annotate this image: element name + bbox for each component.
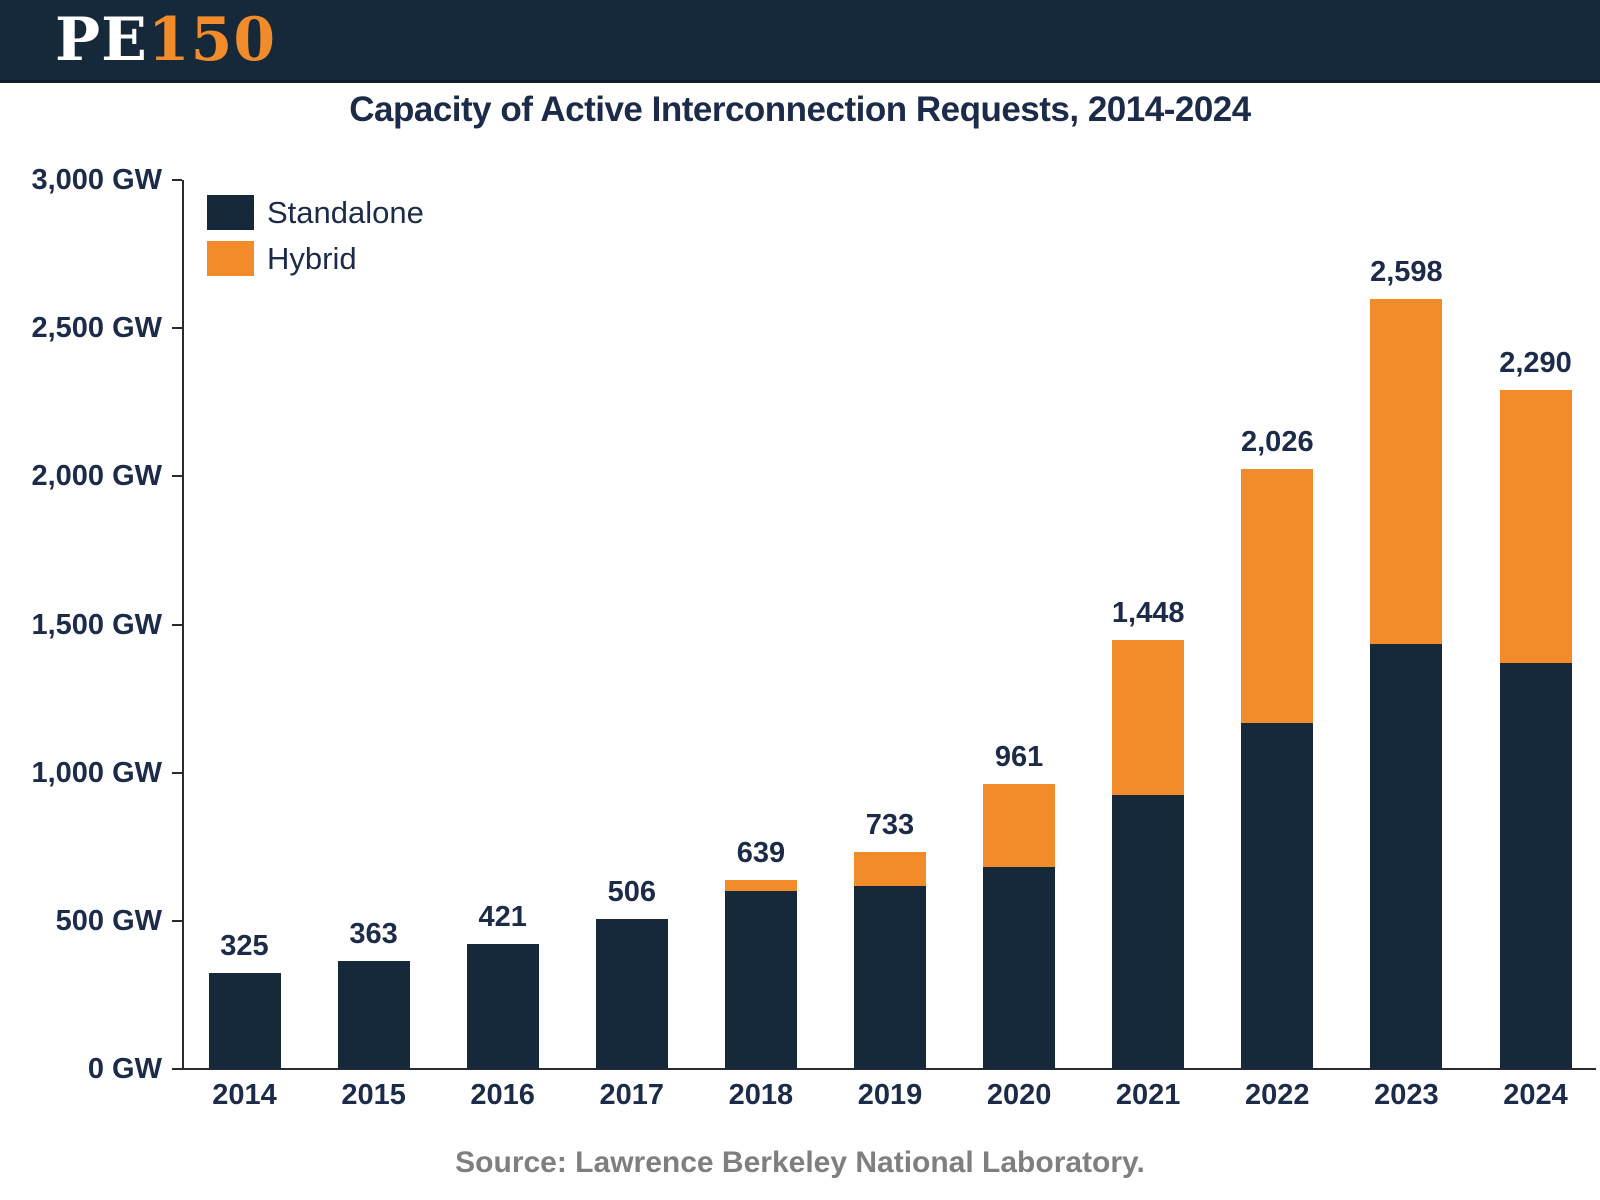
logo-pe-text: PE: [55, 5, 148, 75]
header-bar: PE150: [0, 0, 1600, 83]
x-tick-label-2016: 2016: [470, 1079, 535, 1111]
bar-segment-standalone-2019: [854, 886, 926, 1069]
x-tick-label-2014: 2014: [212, 1079, 277, 1111]
logo-150-text: 150: [147, 5, 277, 75]
bar-segment-standalone-2014: [208, 972, 281, 1069]
x-tick-label-2024: 2024: [1503, 1079, 1568, 1111]
legend-label-hybrid: Hybrid: [267, 241, 357, 276]
value-label-2014: 325: [220, 929, 269, 962]
bar-segment-standalone-2017: [595, 919, 668, 1069]
standalone-color-swatch: [207, 195, 254, 230]
value-label-2023: 2,598: [1370, 256, 1443, 289]
value-label-2018: 639: [736, 836, 786, 869]
chart-title: Capacity of Active Interconnection Reque…: [349, 90, 1251, 129]
bar-segment-standalone-2023: [1370, 643, 1443, 1069]
value-label-2016: 421: [478, 901, 527, 934]
bar-segment-standalone-2018: [724, 890, 797, 1069]
bar-segment-standalone-2021: [1112, 794, 1185, 1069]
bar-segment-hybrid-2023: [1370, 299, 1443, 644]
source-note: Source: Lawrence Berkeley National Labor…: [455, 1146, 1145, 1179]
legend-label-standalone: Standalone: [267, 195, 424, 230]
y-axis-line: [182, 180, 184, 1069]
value-label-2019: 733: [865, 808, 915, 841]
bar-segment-standalone-2022: [1241, 723, 1314, 1069]
y-tick-0: [172, 1068, 182, 1070]
y-tick-500: [172, 919, 182, 922]
y-tick-label-500: 500 GW: [55, 904, 162, 937]
y-tick-label-3000: 3,000 GW: [31, 164, 162, 196]
x-axis-line: [172, 1068, 1596, 1070]
x-tick-label-2017: 2017: [599, 1079, 665, 1111]
y-tick-1500: [172, 623, 182, 626]
y-tick-3000: [172, 179, 182, 181]
y-tick-2000: [172, 475, 182, 478]
bar-segment-standalone-2024: [1499, 663, 1572, 1069]
bar-segment-standalone-2016: [466, 944, 539, 1069]
y-tick-label-1500: 1,500 GW: [31, 608, 162, 641]
value-label-2022: 2,026: [1241, 425, 1314, 458]
x-tick-label-2022: 2022: [1245, 1079, 1310, 1111]
x-tick-label-2018: 2018: [728, 1079, 794, 1111]
bar-segment-hybrid-2018: [724, 879, 797, 891]
y-tick-label-1000: 1,000 GW: [31, 756, 162, 789]
pe150-logo: PE150: [55, 4, 276, 76]
y-tick-label-0: 0 GW: [87, 1053, 162, 1085]
value-label-2021: 1,448: [1111, 596, 1185, 629]
bar-segment-hybrid-2021: [1112, 639, 1185, 795]
y-tick-2500: [172, 327, 182, 330]
y-tick-label-2000: 2,000 GW: [31, 460, 162, 493]
bar-segment-hybrid-2019: [854, 851, 926, 887]
x-tick-label-2015: 2015: [341, 1079, 406, 1111]
hybrid-color-swatch: [207, 241, 254, 276]
bar-segment-hybrid-2020: [983, 784, 1056, 868]
x-tick-label-2019: 2019: [857, 1079, 923, 1111]
y-tick-label-2500: 2,500 GW: [31, 312, 162, 345]
bar-segment-hybrid-2022: [1241, 468, 1314, 724]
value-label-2024: 2,290: [1499, 347, 1572, 380]
x-tick-label-2023: 2023: [1374, 1079, 1439, 1111]
x-tick-label-2021: 2021: [1115, 1079, 1181, 1111]
y-tick-1000: [172, 771, 182, 774]
value-label-2020: 961: [994, 741, 1044, 774]
bar-segment-standalone-2015: [337, 961, 410, 1069]
bar-segment-hybrid-2024: [1499, 390, 1572, 664]
bar-segment-standalone-2020: [983, 867, 1056, 1069]
value-label-2015: 363: [349, 918, 398, 951]
x-tick-label-2020: 2020: [986, 1079, 1052, 1111]
value-label-2017: 506: [607, 876, 656, 909]
